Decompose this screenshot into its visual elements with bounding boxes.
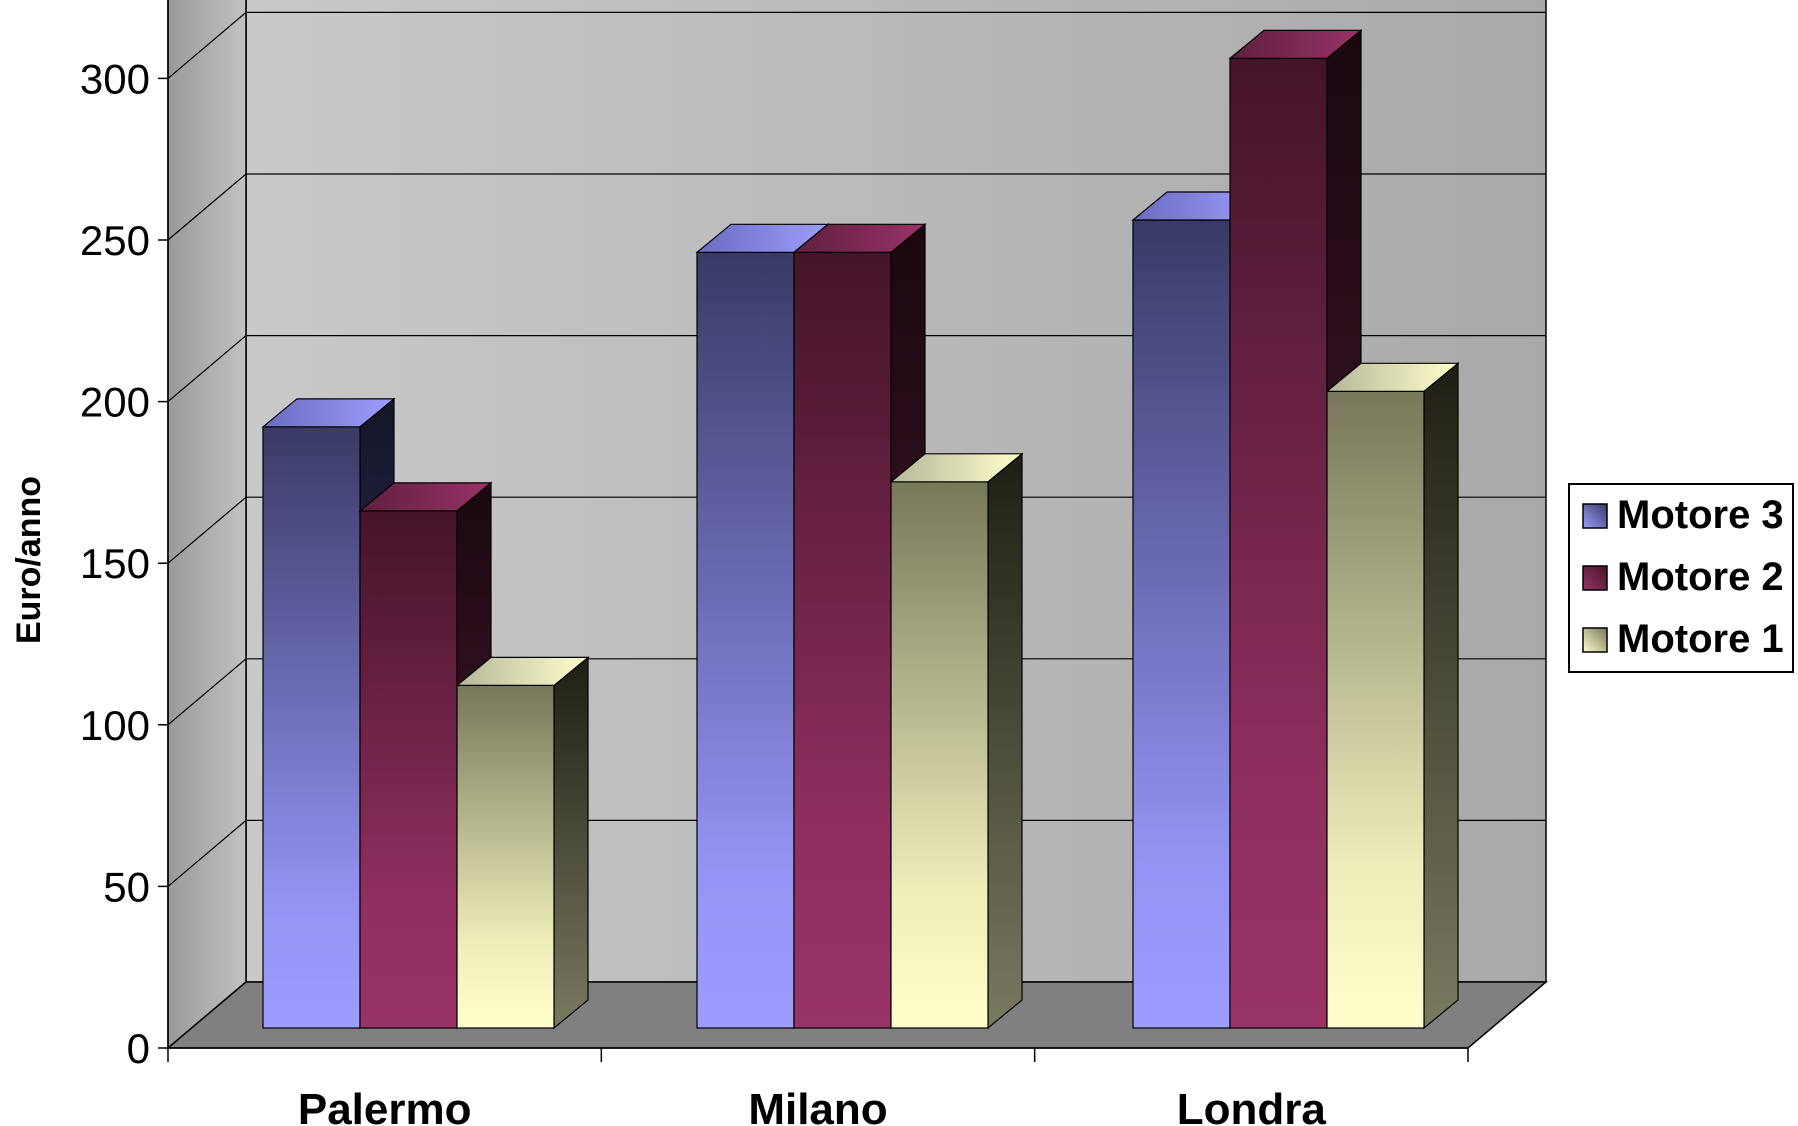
bar-side-face: [987, 452, 1023, 1030]
y-tick-label: 200: [80, 379, 150, 426]
x-category-labels: Palermo Milano Londra: [298, 1085, 1327, 1126]
side-wall: [167, 0, 247, 1050]
bar-motore-1-londra: [1325, 362, 1460, 1030]
legend-label: Motore 3: [1617, 493, 1784, 537]
legend-swatch: [1582, 565, 1608, 591]
y-tick-label: 50: [103, 863, 150, 910]
bar-front-face: [890, 481, 989, 1029]
axes: [158, 0, 1469, 1062]
bar-top-face: [261, 398, 396, 428]
y-tick-labels: 0 50 100 150 200 250 300: [80, 55, 150, 1072]
gridline: [167, 11, 1546, 79]
x-category-label: Palermo: [298, 1085, 472, 1126]
legend: Motore 3 Motore 2 Motore 1: [1568, 483, 1794, 673]
bar-top-face: [455, 656, 590, 687]
bars: [261, 29, 1460, 1030]
y-tick-label: 0: [127, 1025, 150, 1072]
bar-front-face: [1326, 390, 1425, 1029]
bar-front-face: [793, 251, 892, 1029]
gridline: [167, 658, 1546, 726]
bar-front-face: [1229, 57, 1328, 1029]
y-axis-title: Euro/anno: [10, 476, 48, 644]
bar-top-face: [358, 482, 493, 512]
bar-top-face: [1325, 362, 1460, 392]
legend-label: Motore 2: [1617, 555, 1784, 599]
legend-swatch: [1582, 503, 1608, 529]
bar-top-face: [792, 223, 927, 253]
gridline: [167, 335, 1546, 403]
bar-front-face: [696, 251, 795, 1029]
bar-front-face: [1132, 219, 1231, 1029]
legend-swatch: [1582, 627, 1608, 653]
bar-motore-1-palermo: [455, 656, 590, 1030]
bar-top-face: [889, 453, 1024, 483]
bar-front-face: [456, 684, 555, 1029]
bar-front-face: [262, 426, 361, 1029]
bar-side-face: [553, 656, 589, 1030]
gridline: [167, 173, 1546, 241]
bar-side-face: [1423, 362, 1459, 1030]
x-category-label: Milano: [748, 1085, 887, 1126]
gridlines: [167, 11, 1546, 887]
y-tick-label: 250: [80, 217, 150, 264]
y-tick-label: 150: [80, 540, 150, 587]
x-category-label: Londra: [1177, 1085, 1327, 1126]
gridline: [167, 496, 1546, 564]
y-tick-label: 100: [80, 702, 150, 749]
bar-front-face: [359, 510, 458, 1029]
gridline: [167, 819, 1546, 887]
bar-top-face: [1228, 29, 1363, 60]
bar-motore-1-milano: [889, 452, 1024, 1030]
y-tick-label: 300: [80, 55, 150, 102]
legend-label: Motore 1: [1617, 617, 1784, 661]
